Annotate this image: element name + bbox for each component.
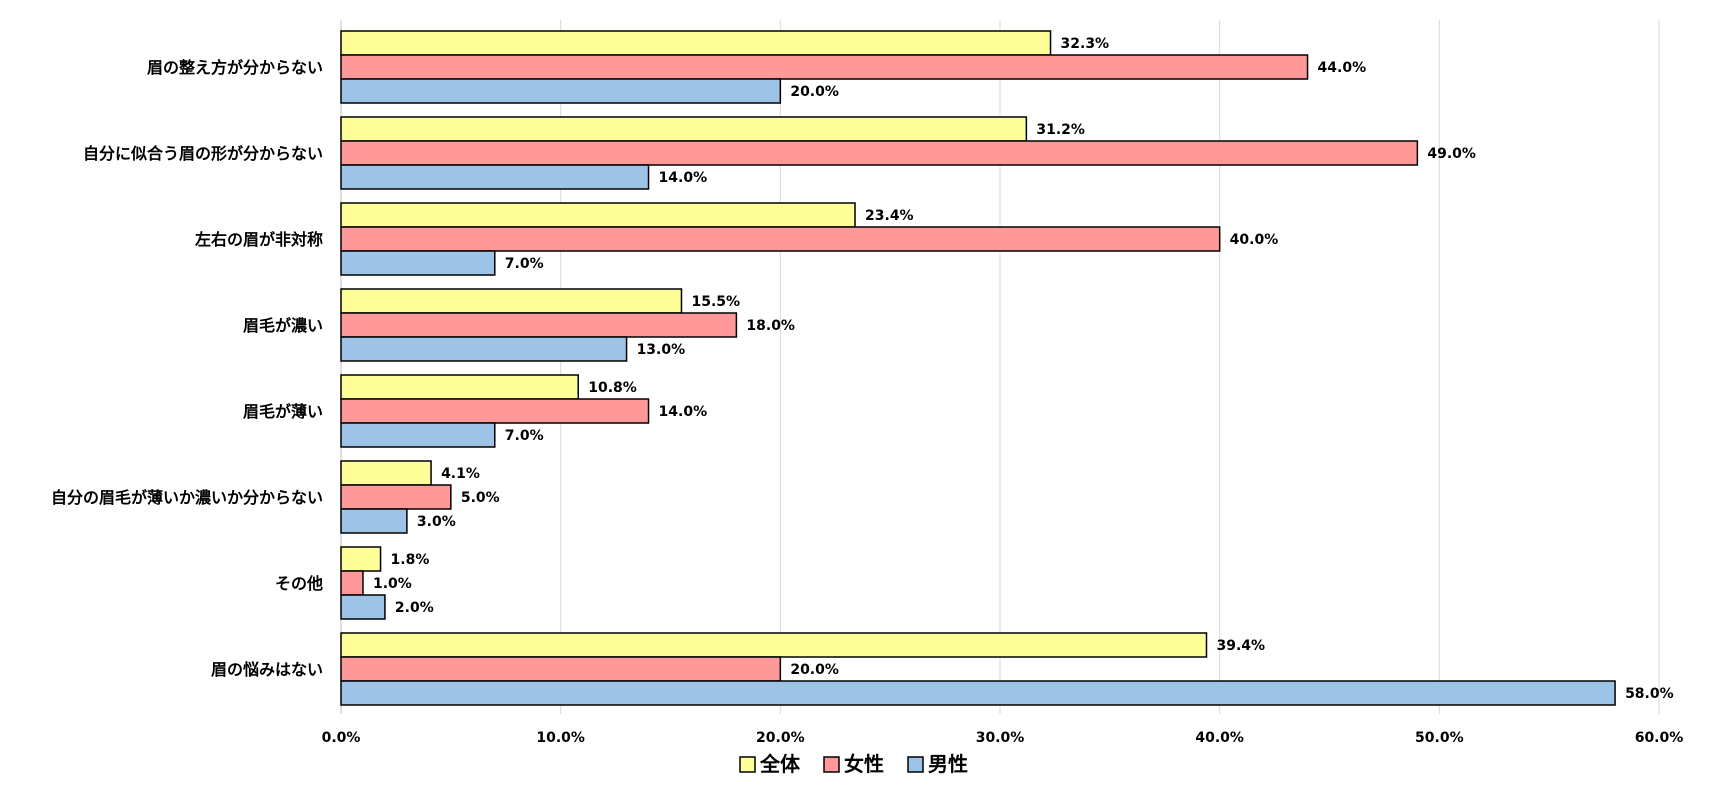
legend-swatch — [907, 756, 924, 773]
data-label: 15.5% — [691, 294, 740, 310]
x-tick-label: 30.0% — [976, 730, 1025, 746]
legend-swatch — [823, 756, 840, 773]
data-label: 40.0% — [1230, 232, 1279, 248]
data-label: 13.0% — [637, 342, 686, 358]
bar-全体-4 — [340, 374, 579, 400]
bar-全体-3 — [340, 288, 683, 314]
legend-label: 男性 — [928, 752, 968, 776]
data-label: 7.0% — [505, 256, 544, 272]
data-label: 49.0% — [1427, 146, 1476, 162]
legend: 全体 女性 男性 — [739, 752, 968, 776]
data-labels: 32.3% 44.0% 20.0% 31.2% 49.0% 14.0% 23.4% 40.0%… — [373, 36, 1674, 702]
x-tick-label: 40.0% — [1195, 730, 1244, 746]
bar-女性-4 — [340, 398, 650, 424]
x-tick-label: 10.0% — [536, 730, 585, 746]
bars — [340, 30, 1616, 706]
data-label: 44.0% — [1318, 60, 1367, 76]
bar-男性-5 — [340, 508, 408, 534]
bar-女性-2 — [340, 226, 1221, 252]
bar-女性-1 — [340, 140, 1419, 166]
data-label: 1.8% — [391, 552, 430, 568]
x-tick-label: 50.0% — [1415, 730, 1464, 746]
bar-男性-1 — [340, 164, 650, 190]
legend-label: 女性 — [844, 752, 884, 776]
bar-女性-3 — [340, 312, 738, 338]
data-label: 14.0% — [659, 404, 708, 420]
axes: 0.0% 10.0% 20.0% 30.0% 40.0% 50.0% 60.0% 眉の整え方が… — [51, 20, 1683, 746]
bar-男性-0 — [340, 78, 782, 104]
bar-男性-7 — [340, 680, 1616, 706]
category-label: 自分の眉毛が薄いか濃いか分からない — [51, 488, 323, 507]
category-label: 眉毛が薄い — [243, 402, 323, 421]
data-label: 32.3% — [1061, 36, 1110, 52]
bar-全体-0 — [340, 30, 1052, 56]
bar-男性-6 — [340, 594, 386, 620]
data-label: 5.0% — [461, 490, 500, 506]
x-tick-label: 60.0% — [1635, 730, 1684, 746]
x-tick-label: 0.0% — [322, 730, 361, 746]
bar-女性-6 — [340, 570, 364, 596]
category-label: 自分に似合う眉の形が分からない — [83, 144, 323, 163]
data-label: 3.0% — [417, 514, 456, 530]
data-label: 10.8% — [588, 380, 637, 396]
data-label: 31.2% — [1036, 122, 1085, 138]
category-label: 眉の悩みはない — [211, 660, 323, 679]
bar-全体-5 — [340, 460, 432, 486]
bar-全体-2 — [340, 202, 856, 228]
bar-全体-6 — [340, 546, 382, 572]
bar-男性-3 — [340, 336, 628, 362]
bar-女性-5 — [340, 484, 452, 510]
category-label: 左右の眉が非対称 — [194, 230, 323, 249]
data-label: 20.0% — [790, 662, 839, 678]
data-label: 18.0% — [746, 318, 795, 334]
legend-label: 全体 — [759, 752, 801, 776]
bar-女性-7 — [340, 656, 782, 682]
data-label: 23.4% — [865, 208, 914, 224]
x-tick-label: 20.0% — [756, 730, 805, 746]
bar-全体-1 — [340, 116, 1028, 142]
category-label: 眉の整え方が分からない — [147, 58, 323, 77]
bar-女性-0 — [340, 54, 1309, 80]
data-label: 1.0% — [373, 576, 412, 592]
category-label: その他 — [275, 574, 323, 593]
data-label: 58.0% — [1625, 686, 1674, 702]
data-label: 20.0% — [790, 84, 839, 100]
category-label: 眉毛が濃い — [243, 316, 323, 335]
bar-男性-4 — [340, 422, 496, 448]
data-label: 4.1% — [441, 466, 480, 482]
legend-swatch — [739, 756, 756, 773]
data-label: 39.4% — [1216, 638, 1265, 654]
bar-男性-2 — [340, 250, 496, 276]
bar-全体-7 — [340, 632, 1208, 658]
data-label: 2.0% — [395, 600, 434, 616]
data-label: 14.0% — [659, 170, 708, 186]
data-label: 7.0% — [505, 428, 544, 444]
